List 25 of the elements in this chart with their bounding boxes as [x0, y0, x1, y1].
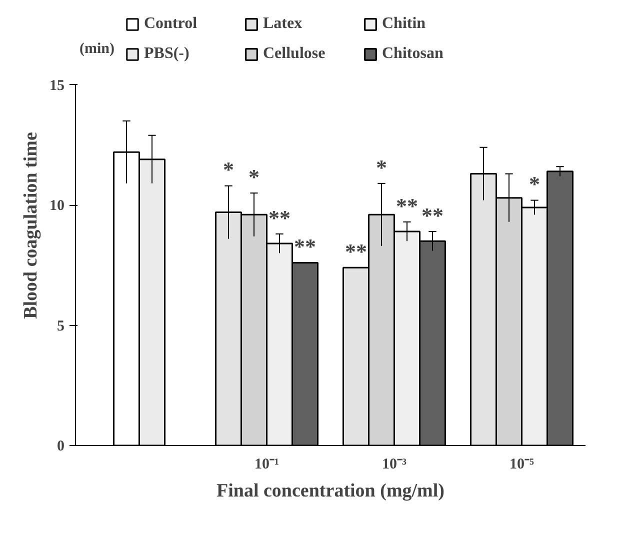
- legend-label: Control: [144, 15, 198, 33]
- data-label: **: [345, 238, 367, 264]
- data-label: **: [422, 202, 444, 228]
- legend-label: Cellulose: [263, 45, 326, 63]
- legend-label: Latex: [263, 15, 304, 33]
- data-label: *: [376, 154, 387, 180]
- data-label: *: [529, 172, 540, 197]
- y-axis-title: Blood coagulation time: [20, 132, 42, 319]
- legend-label: Chitin: [382, 15, 427, 33]
- legend-label: Chitosan: [382, 45, 444, 63]
- x-tick-label: 10⁻³: [382, 456, 407, 472]
- text: (min): [80, 40, 114, 57]
- legend-label: PBS(-): [144, 45, 190, 63]
- data-label: *: [223, 157, 234, 182]
- y-tick-label: 10: [50, 198, 64, 214]
- x-tick-label: 10⁻⁵: [510, 456, 534, 472]
- y-tick-label: 0: [57, 438, 64, 454]
- data-label: **: [268, 205, 290, 230]
- x-axis-title: Final concentration (mg/ml): [216, 480, 444, 502]
- y-tick-label: 15: [50, 78, 64, 94]
- data-label: **: [294, 234, 316, 260]
- data-label: *: [248, 164, 260, 190]
- x-tick-label: 10⁻¹: [254, 456, 279, 472]
- data-label: **: [396, 193, 418, 218]
- y-tick-label: 5: [57, 318, 64, 334]
